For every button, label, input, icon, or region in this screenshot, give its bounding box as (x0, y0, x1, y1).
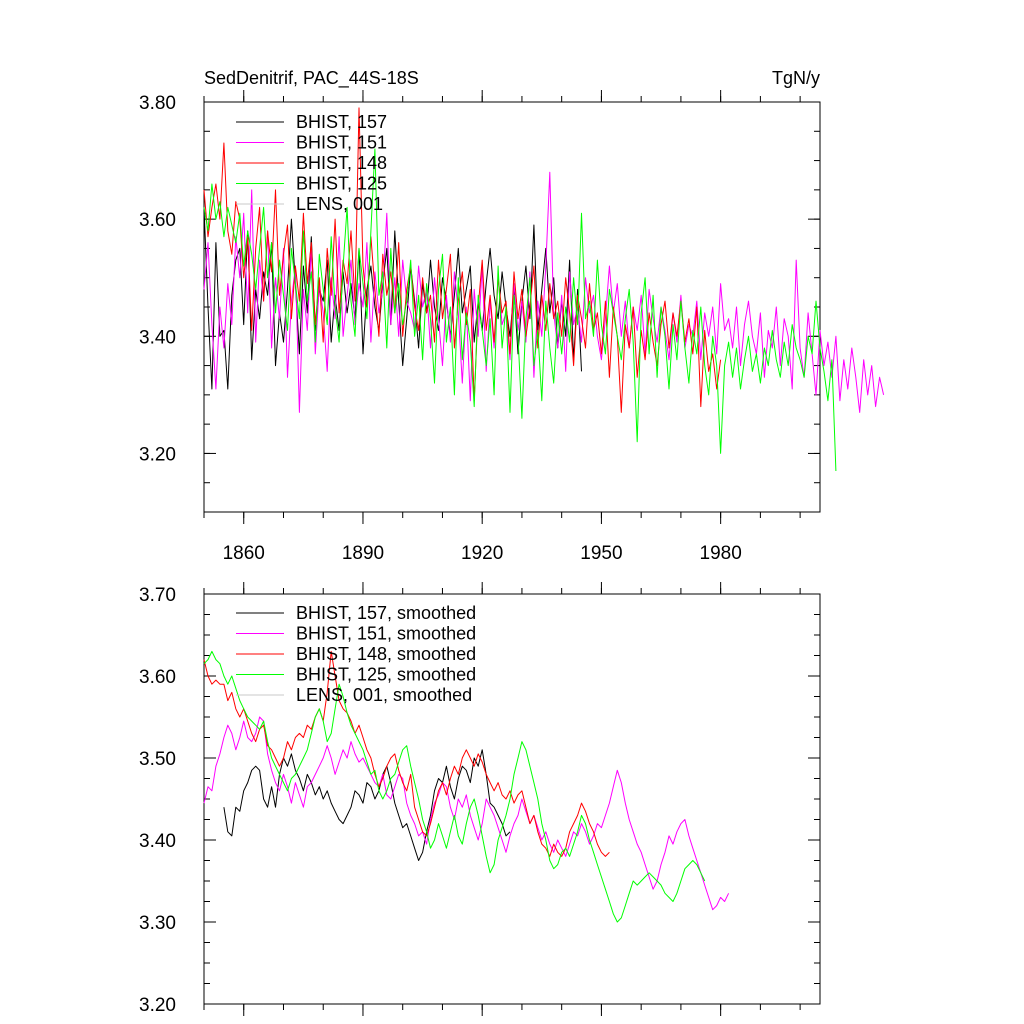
y-tick-label: 3.70 (139, 585, 176, 606)
y-tick-label: 3.60 (139, 667, 176, 688)
y-tick-label: 3.60 (139, 210, 176, 231)
y-tick-label: 3.20 (139, 444, 176, 465)
y-tick-label: 3.20 (139, 995, 176, 1016)
series-line-bhist-151 (203, 171, 885, 413)
y-tick-label: 3.30 (139, 913, 176, 934)
legend-label: LENS, 001, smoothed (296, 685, 472, 705)
series-line-bhist-157-smoothed (223, 749, 511, 861)
legend-label: BHIST, 151 (296, 133, 387, 153)
legend-label: LENS, 001 (296, 194, 383, 214)
legend-label: BHIST, 157, smoothed (296, 603, 476, 623)
top-axes: 3.20 3.40 3.60 3.80 1860 1890 1920 1950 1980 (139, 90, 821, 564)
y-tick-label: 3.40 (139, 327, 176, 348)
legend-label: BHIST, 157 (296, 112, 387, 132)
legend-label: BHIST, 125, smoothed (296, 665, 476, 685)
legend-item: BHIST, 157, smoothed (236, 603, 476, 623)
y-tick-label: 3.80 (139, 93, 176, 114)
legend-item: LENS, 001, smoothed (236, 685, 472, 705)
x-tick-label: 1860 (223, 543, 265, 564)
legend-item: BHIST, 125 (236, 174, 387, 194)
legend-label: BHIST, 148 (296, 153, 387, 173)
top-series-lines (203, 107, 885, 472)
legend-label: BHIST, 148, smoothed (296, 644, 476, 664)
legend-item: BHIST, 157 (236, 112, 387, 132)
series-line-bhist-125 (203, 650, 706, 923)
x-tick-label: 1890 (342, 543, 384, 564)
legend-item: BHIST, 151, smoothed (236, 624, 476, 644)
legend-item: BHIST, 151 (236, 133, 387, 153)
series-line-bhist-151-smoothed (203, 716, 730, 911)
series-line-bhist-125 (203, 148, 837, 472)
legend-item: BHIST, 148, smoothed (236, 644, 476, 664)
y-tick-label: 3.40 (139, 831, 176, 852)
y-tick-label: 3.50 (139, 749, 176, 770)
series-line-bhist-148 (203, 107, 722, 413)
bottom-series-lines (203, 650, 730, 923)
bottom-panel: 3.20 3.30 3.40 3.50 3.60 3.70 BHIST, 157, smo… (139, 582, 821, 1016)
top-panel: SedDenitrif, PAC_44S-18S TgN/y 3.203.403… (139, 68, 885, 564)
chart-title: SedDenitrif, PAC_44S-18S (204, 68, 419, 89)
legend-label: BHIST, 151, smoothed (296, 624, 476, 644)
legend-item: LENS, 001 (236, 194, 383, 214)
x-tick-label: 1950 (580, 543, 622, 564)
series-line-bhist-148-smoothed (203, 650, 610, 857)
x-tick-label: 1980 (700, 543, 742, 564)
chart-units: TgN/y (772, 68, 820, 88)
bottom-axes: 3.20 3.30 3.40 3.50 3.60 3.70 (139, 582, 821, 1016)
legend-item: BHIST, 148 (236, 153, 387, 173)
legend-label: BHIST, 125 (296, 174, 387, 194)
x-tick-label: 1920 (461, 543, 503, 564)
legend-item: BHIST, 125, smoothed (236, 665, 476, 685)
